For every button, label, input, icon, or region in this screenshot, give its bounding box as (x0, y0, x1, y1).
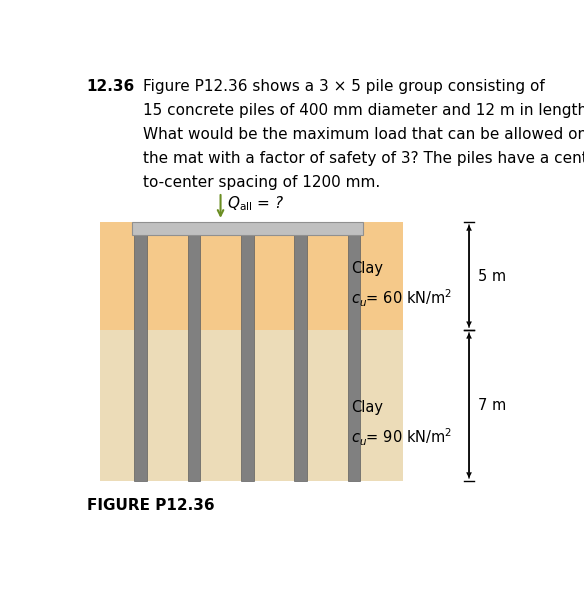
Bar (241, 235, 253, 481)
Bar (100, 330, 404, 481)
Text: 5 m: 5 m (478, 269, 506, 284)
Bar (294, 235, 307, 481)
Text: $Q_{\mathrm{all}}$ = ?: $Q_{\mathrm{all}}$ = ? (227, 194, 284, 213)
Text: What would be the maximum load that can be allowed on: What would be the maximum load that can … (143, 127, 584, 142)
Text: 15 concrete piles of 400 mm diameter and 12 m in length.: 15 concrete piles of 400 mm diameter and… (143, 103, 584, 118)
Bar (187, 235, 200, 481)
Text: Clay
$c_u$= 60 kN/m$^2$: Clay $c_u$= 60 kN/m$^2$ (352, 260, 453, 309)
Bar (134, 235, 147, 481)
Bar (132, 222, 363, 235)
Bar (347, 235, 360, 481)
Text: 7 m: 7 m (478, 398, 506, 413)
Bar (100, 222, 404, 330)
Text: Figure P12.36 shows a 3 × 5 pile group consisting of: Figure P12.36 shows a 3 × 5 pile group c… (143, 79, 545, 94)
Text: the mat with a factor of safety of 3? The piles have a center-: the mat with a factor of safety of 3? Th… (143, 151, 584, 166)
Text: to-center spacing of 1200 mm.: to-center spacing of 1200 mm. (143, 175, 380, 190)
Text: Clay
$c_u$= 90 kN/m$^2$: Clay $c_u$= 90 kN/m$^2$ (352, 400, 453, 448)
Text: 12.36: 12.36 (86, 79, 135, 94)
Text: FIGURE P12.36: FIGURE P12.36 (86, 498, 214, 513)
